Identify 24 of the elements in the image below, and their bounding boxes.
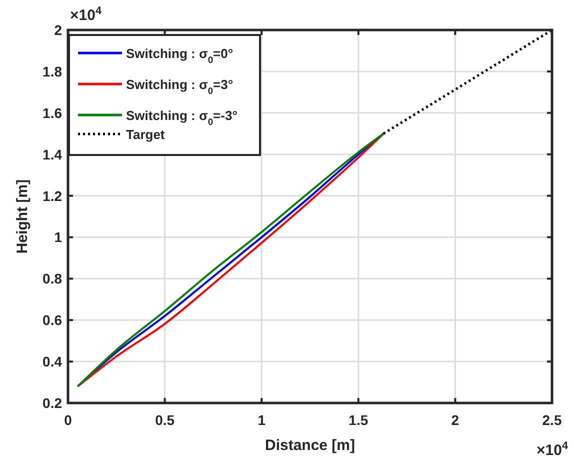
- legend-label: Switching : σ$_{0}$=0°: [126, 46, 234, 65]
- y-axis-title: Height [m]: [14, 179, 31, 254]
- legend-label: Switching : σ$_{0}$=-3°: [126, 108, 238, 127]
- x-tick-label: 1.5: [348, 412, 368, 428]
- y-tick-label: 2: [54, 22, 62, 38]
- legend-label: Target: [126, 127, 166, 142]
- y-tick-label: 0.4: [42, 354, 62, 370]
- y-tick-label: 0.2: [42, 395, 62, 411]
- y-tick-label: 0.6: [42, 312, 62, 328]
- x-tick-label: 1: [258, 412, 266, 428]
- y-tick-label: 1: [54, 229, 62, 246]
- y-tick-label: 1.4: [42, 146, 62, 162]
- x-tick-label: 2: [451, 412, 460, 428]
- x-tick-label: 0: [64, 412, 72, 428]
- x-axis-title: Distance [m]: [264, 437, 356, 454]
- text: ×10$^{4}$: [536, 440, 568, 459]
- text: ×10$^{4}$: [70, 5, 102, 24]
- y-tick-label: 1.2: [42, 188, 62, 204]
- y-tick-label: 0.8: [42, 270, 62, 287]
- y-tick-label: 1.6: [42, 104, 62, 121]
- y-tick-label: 1.8: [42, 63, 62, 80]
- legend-label: Switching : σ$_{0}$=3°: [126, 77, 234, 96]
- x-tick-label: 0.5: [155, 412, 175, 428]
- x-tick-label: 2.5: [542, 412, 562, 428]
